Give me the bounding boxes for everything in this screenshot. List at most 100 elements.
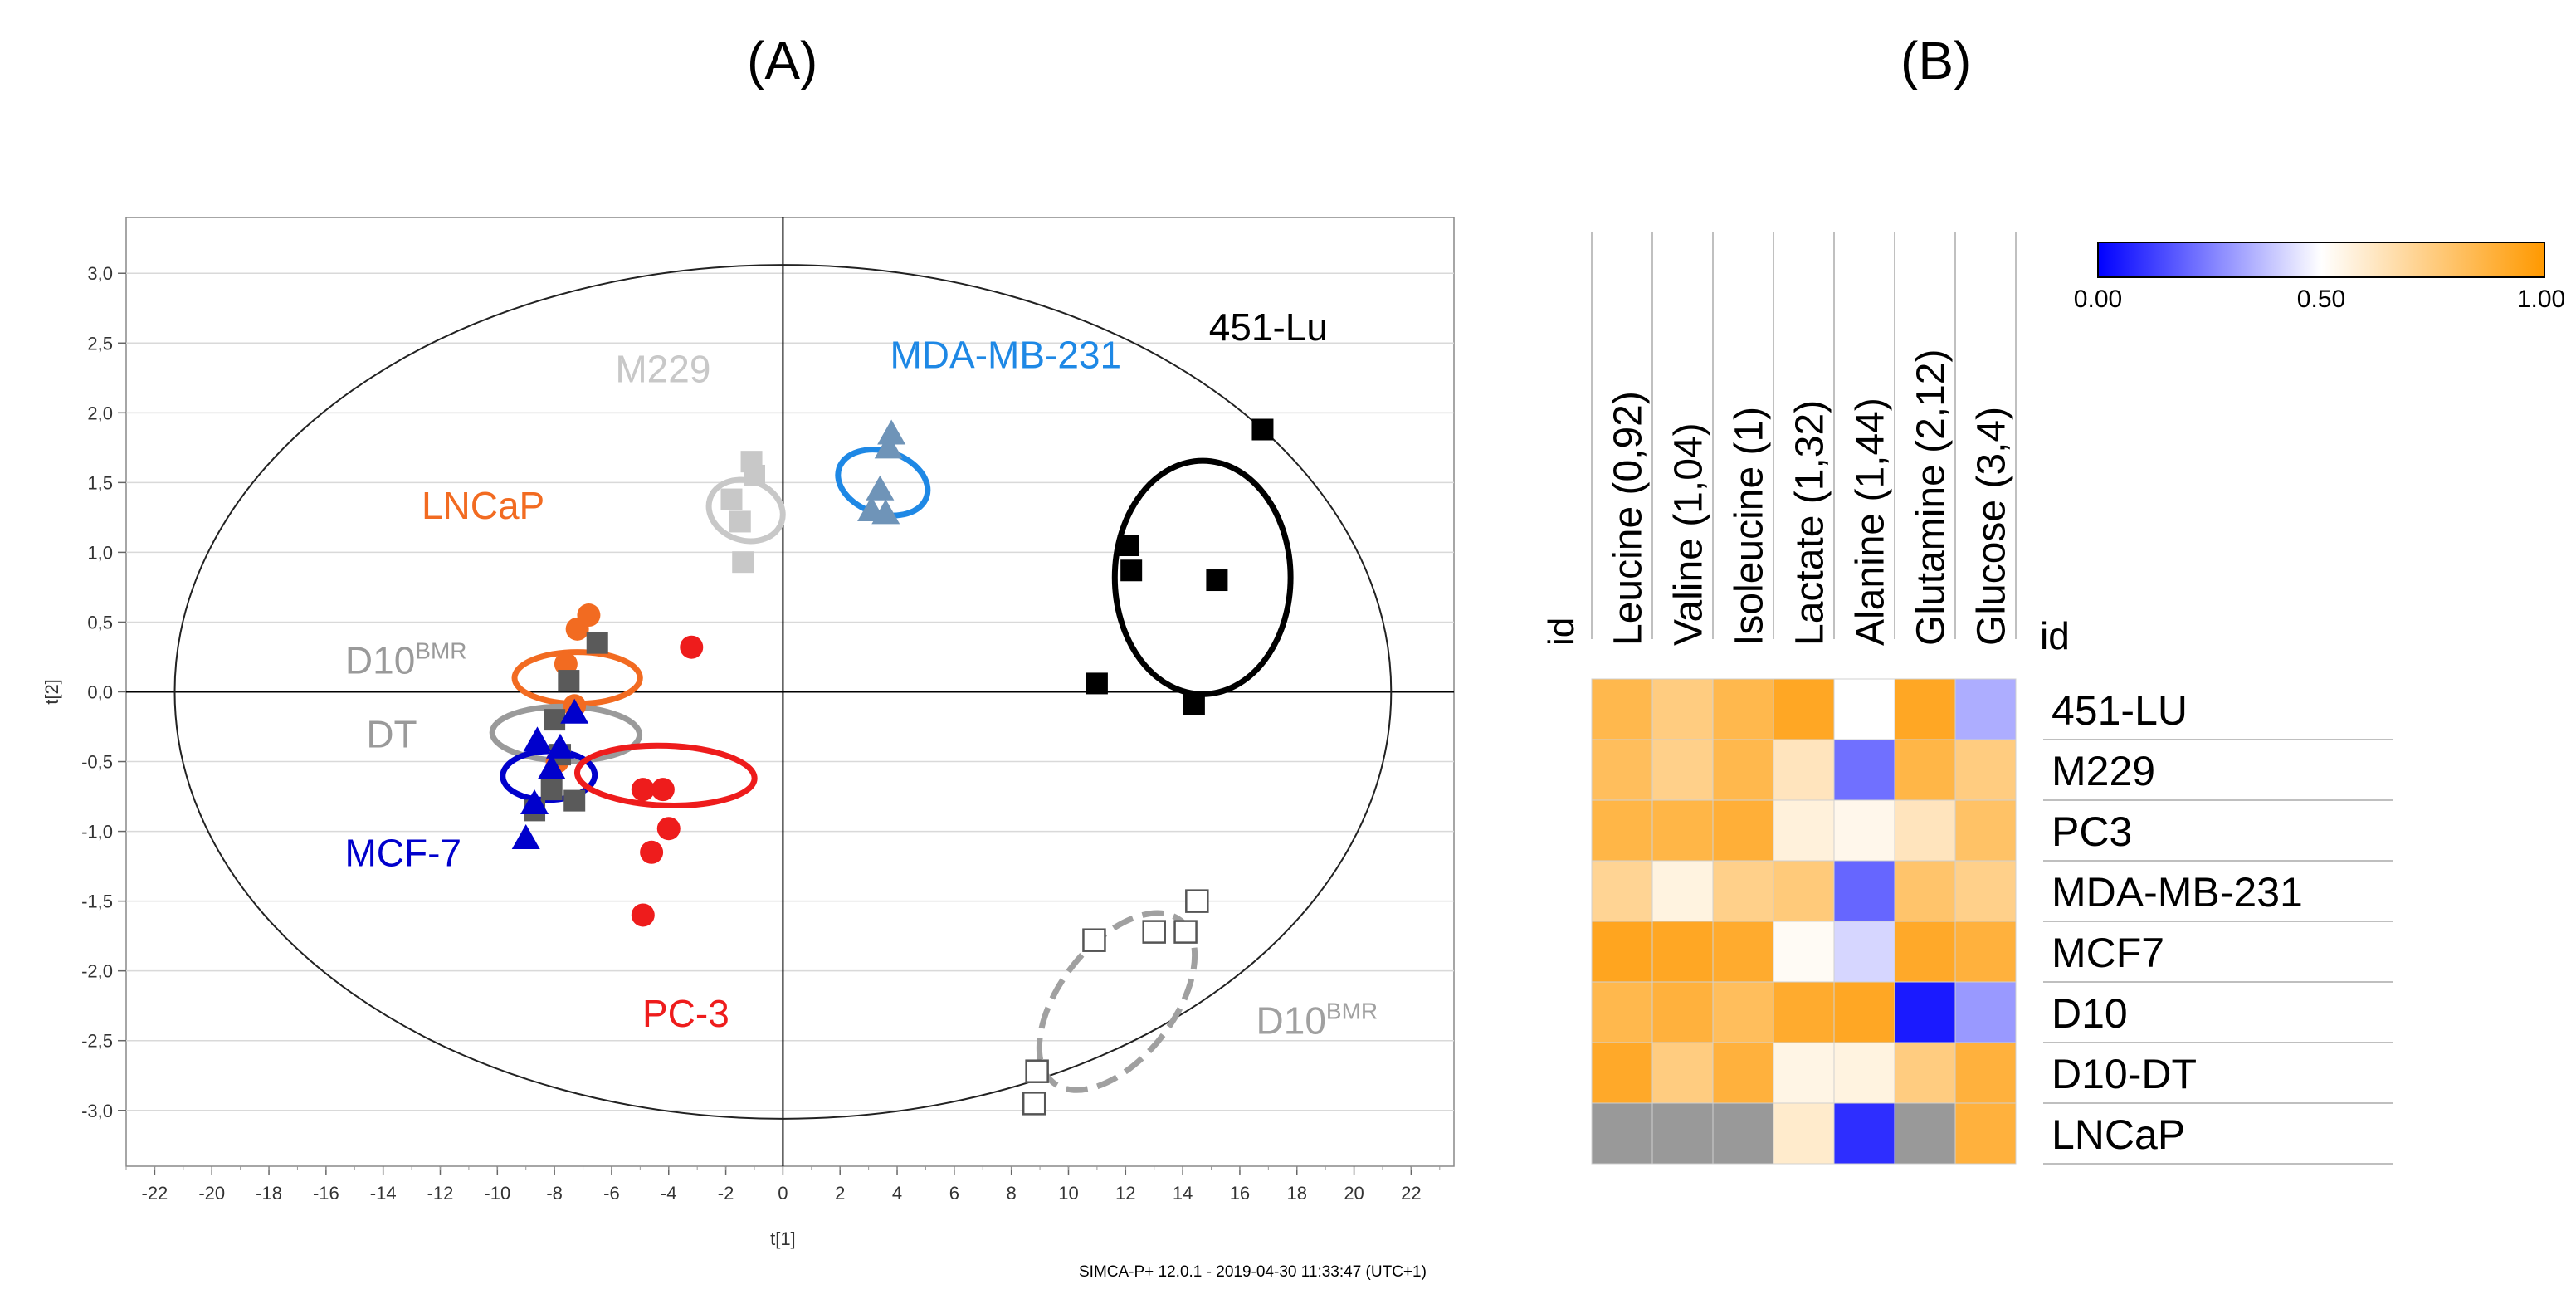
point-d10-bmr-dt (586, 632, 608, 654)
heatmap-cell (1591, 1102, 1653, 1165)
x-tick-label: 16 (1230, 1183, 1250, 1204)
point-mda-mb-231 (871, 499, 900, 525)
heatmap-cell (1773, 860, 1835, 922)
x-tick-label: -22 (142, 1183, 168, 1204)
heatmap-cell (1954, 860, 2017, 922)
y-tick-label: 2,0 (87, 403, 113, 423)
row-label: MCF7 (2052, 930, 2164, 976)
column-label: Glutamine (2,12) (1909, 349, 1953, 647)
point-451-lu (1251, 418, 1274, 441)
colorbar-mid-label: 0.50 (2297, 286, 2345, 313)
point-mcf-7 (520, 789, 549, 814)
point-mda-mb-231 (874, 433, 903, 459)
y-tick-label: 0,5 (87, 612, 113, 632)
heatmap-cell (1712, 799, 1774, 862)
heatmap-cell (1651, 921, 1714, 983)
row-label: PC3 (2052, 808, 2132, 855)
heatmap-cell (1833, 921, 1895, 983)
group-label: DT (366, 713, 417, 756)
point-pc-3 (631, 903, 655, 927)
point-d10-bmr (1173, 920, 1198, 944)
metabolite-heatmap: Leucine (0,92) Valine (1,04) Isoleucine (1… (1541, 232, 2565, 1165)
x-tick-label: 2 (835, 1183, 845, 1204)
heatmap-cell (1651, 739, 1714, 801)
point-d10-bmr-dt (564, 789, 586, 812)
row-label: 451-LU (2052, 687, 2188, 734)
point-m229 (732, 551, 754, 574)
point-451-lu (1120, 559, 1143, 582)
panel-label-b: (B) (1900, 31, 1972, 90)
group-label: M229 (615, 347, 710, 390)
heatmap-cell (1591, 1042, 1653, 1104)
y-tick-label: 0,0 (87, 682, 113, 703)
heatmap-cell (1712, 678, 1774, 740)
colorbar (2097, 242, 2545, 278)
heatmap-cell (1591, 799, 1653, 862)
x-tick-label: 14 (1173, 1183, 1193, 1204)
heatmap-cell (1651, 981, 1714, 1043)
x-tick-label: 8 (1007, 1183, 1017, 1204)
heatmap-cell (1712, 1102, 1774, 1165)
x-tick-label: -2 (718, 1183, 734, 1204)
heatmap-cell (1591, 921, 1653, 983)
point-pc-3 (640, 840, 664, 864)
y-tick-label: 2,5 (87, 333, 113, 354)
heatmap-cell (1833, 981, 1895, 1043)
heatmap-cell (1954, 921, 2017, 983)
heatmap-cell (1651, 860, 1714, 922)
heatmap-cell (1773, 1042, 1835, 1104)
point-451-lu (1086, 672, 1108, 695)
heatmap-cell (1954, 799, 2017, 862)
x-tick-label: -8 (546, 1183, 563, 1204)
heatmap-cell (1894, 860, 1956, 922)
group-label: D10BMR (345, 638, 467, 682)
x-tick-label: 6 (949, 1183, 959, 1204)
x-tick-label: -18 (256, 1183, 282, 1204)
point-d10-bmr-dt (540, 779, 563, 801)
heatmap-cell (1773, 1102, 1835, 1165)
x-tick-label: 18 (1287, 1183, 1307, 1204)
point-451-lu (1183, 693, 1205, 715)
heatmap-cell (1591, 860, 1653, 922)
group-label: PC-3 (642, 992, 729, 1035)
heatmap-cell (1894, 1102, 1956, 1165)
point-d10-bmr-dt (558, 670, 580, 692)
row-header: id (2040, 614, 2070, 657)
heatmap-cell (1894, 739, 1956, 801)
group-label: MDA-MB-231 (890, 334, 1121, 377)
software-footer: SIMCA-P+ 12.0.1 - 2019-04-30 11:33:47 (U… (1079, 1263, 1427, 1281)
point-pc-3 (651, 778, 675, 802)
point-mcf-7 (537, 754, 566, 779)
y-tick-label: 1,5 (87, 472, 113, 493)
point-d10-bmr (1082, 928, 1106, 952)
heatmap-cell (1954, 678, 2017, 740)
heatmap-cell (1712, 921, 1774, 983)
heatmap-cell (1651, 678, 1714, 740)
point-mcf-7 (546, 733, 575, 759)
heatmap-cell (1954, 981, 2017, 1043)
heatmap-cell (1591, 981, 1653, 1043)
column-label: Valine (1,04) (1666, 422, 1710, 646)
point-pc-3 (631, 778, 655, 802)
y-tick-label: -2,0 (81, 961, 113, 982)
group-label: MCF-7 (344, 832, 461, 875)
y-tick-label: -2,5 (81, 1031, 113, 1052)
x-tick-label: -20 (198, 1183, 225, 1204)
x-tick-label: -6 (603, 1183, 620, 1204)
x-tick-label: -10 (484, 1183, 510, 1204)
x-tick-label: 20 (1344, 1183, 1364, 1204)
heatmap-cell (1773, 799, 1835, 862)
point-451-lu (1206, 569, 1228, 592)
heatmap-cell (1833, 678, 1895, 740)
heatmap-cell (1894, 1042, 1956, 1104)
x-tick-label: -4 (661, 1183, 677, 1204)
y-tick-label: 3,0 (87, 263, 113, 284)
heatmap-cell (1833, 1042, 1895, 1104)
score-scatter-plot: -22 -20 -18 -16 -14 -12 -10 -8 -6 -4 -2 0 2 4 6 8 10 12 14… (41, 217, 1455, 1249)
point-m229 (743, 464, 765, 486)
heatmap-cell (1773, 678, 1835, 740)
x-tick-label: 12 (1115, 1183, 1135, 1204)
heatmap-cell (1894, 799, 1956, 862)
y-tick-label: -0,5 (81, 752, 113, 773)
